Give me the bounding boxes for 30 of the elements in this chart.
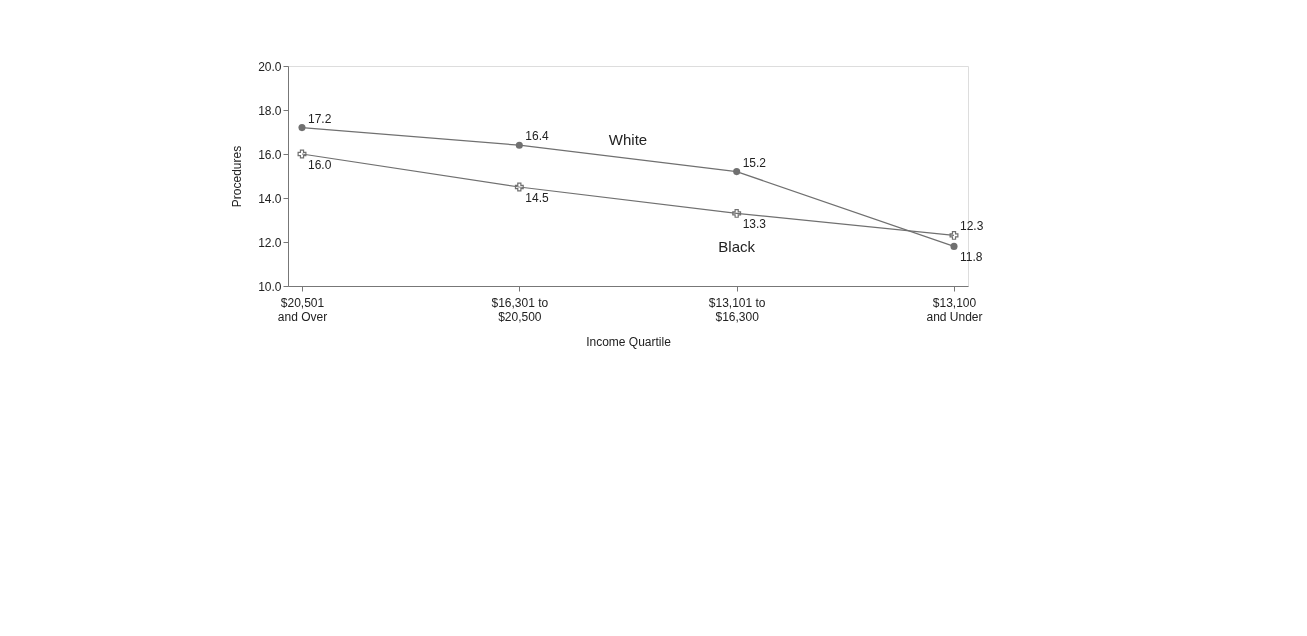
series-label: Black xyxy=(718,238,756,256)
y-tick-label: 16.0 xyxy=(258,147,282,162)
series-label: White xyxy=(608,131,648,149)
data-label: 16.0 xyxy=(308,158,332,172)
point xyxy=(949,230,959,240)
x-tick-label: $13,100 and Under xyxy=(926,295,983,324)
data-label: 15.2 xyxy=(742,155,767,170)
data-label: 16.4 xyxy=(525,129,550,144)
point xyxy=(297,149,307,159)
point xyxy=(732,208,742,218)
x-axis-title: Income Quartile xyxy=(586,334,672,349)
point xyxy=(733,168,741,176)
x-tick-label: $16,301 to $20,500 xyxy=(491,295,549,324)
point xyxy=(514,182,524,192)
y-tick-label: 10.0 xyxy=(258,279,282,294)
y-tick-label: 18.0 xyxy=(258,103,282,118)
y-tick-label: 14.0 xyxy=(258,191,282,206)
y-tick-label: 12.0 xyxy=(258,235,282,250)
y-axis-title: Procedures xyxy=(230,145,245,208)
y-tick-label: 20.0 xyxy=(258,59,282,74)
x-tick-label: $13,101 to $16,300 xyxy=(708,295,766,324)
data-label: 11.8 xyxy=(960,250,983,265)
data-label: 12.3 xyxy=(960,219,984,234)
x-tick-label: $20,501 and Over xyxy=(277,295,328,324)
point xyxy=(515,141,523,149)
data-label: 17.2 xyxy=(308,111,332,126)
data-label: 13.3 xyxy=(742,217,767,232)
point xyxy=(950,242,958,250)
data-label: 14.5 xyxy=(525,191,550,205)
point xyxy=(298,124,306,132)
